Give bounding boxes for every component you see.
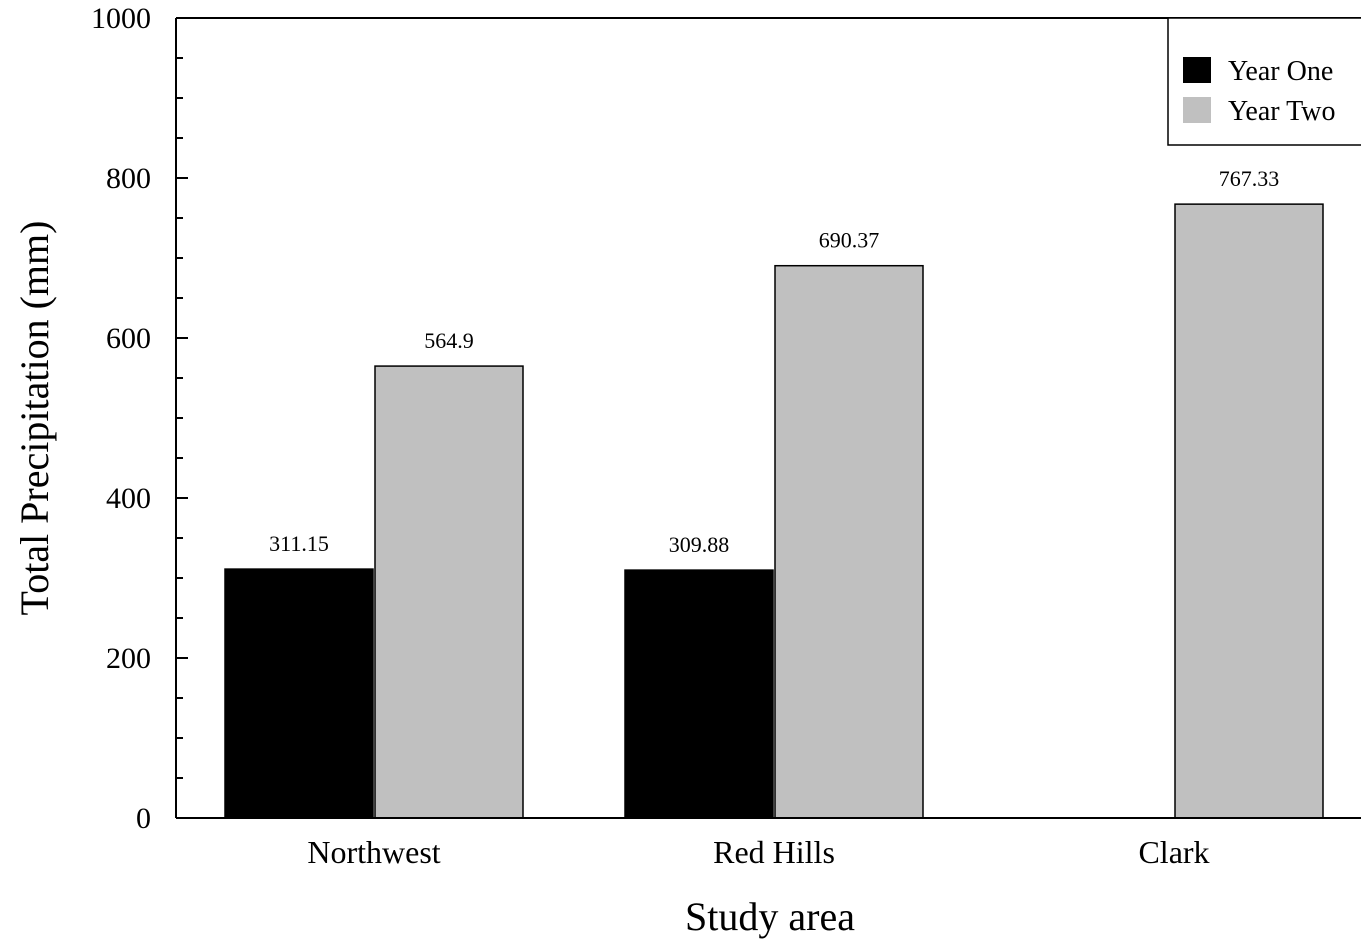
y-tick-label: 400 [106, 482, 151, 515]
data-label: 767.33 [1219, 166, 1280, 191]
legend-label-year-one: Year One [1228, 56, 1333, 87]
bar-year-two-red-hills [774, 264, 924, 819]
y-tick-label: 800 [106, 162, 151, 195]
legend-swatch-year-one [1183, 57, 1211, 83]
data-label: 311.15 [269, 531, 329, 556]
x-axis-tick-labels: Northwest Red Hills Clark [307, 817, 1210, 870]
x-tick-label: Northwest [307, 834, 440, 870]
legend-box [1167, 17, 1361, 146]
x-tick-label: Red Hills [713, 834, 835, 870]
bar-year-one-northwest [224, 568, 374, 819]
y-axis-title: Total Precipitation (mm) [12, 221, 57, 616]
legend-swatch-year-two [1183, 97, 1211, 123]
data-label: 309.88 [669, 532, 730, 557]
bar-year-one-red-hills [624, 569, 774, 819]
bars [224, 203, 1324, 819]
data-label: 564.9 [424, 328, 474, 353]
legend-label-year-two: Year Two [1228, 96, 1335, 127]
x-tick-label: Clark [1138, 834, 1209, 870]
y-tick-label: 0 [136, 802, 151, 835]
data-labels: 311.15 564.9 309.88 690.37 767.33 [269, 166, 1279, 557]
bar-year-two-clark [1174, 203, 1324, 819]
legend: Year One Year Two [1167, 17, 1361, 146]
y-tick-label: 200 [106, 642, 151, 675]
y-tick-label: 1000 [91, 2, 151, 35]
y-axis-ticks: 0 200 400 600 800 1000 [91, 2, 188, 835]
x-axis-title: Study area [685, 894, 855, 939]
bar-year-two-northwest [374, 365, 524, 819]
y-tick-label: 600 [106, 322, 151, 355]
data-label: 690.37 [819, 228, 880, 253]
